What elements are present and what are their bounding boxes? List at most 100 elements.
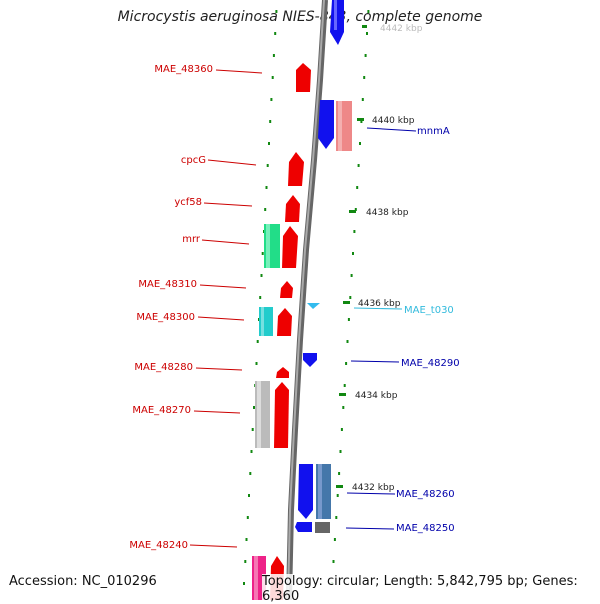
track-dot [259,296,262,299]
gene-mae-48310[interactable] [280,281,293,298]
leader-line [350,360,400,363]
scale-4438: 4438 kbp [349,208,409,218]
gene-label-mae-48250[interactable]: MAE_48250 [396,523,455,534]
track-dot [249,472,252,475]
scale-label: 4436 kbp [358,299,401,309]
gene-label-mae-48300[interactable]: MAE_48300 [136,312,195,323]
track-dot [266,164,269,167]
track-dot [338,472,341,475]
gene-mae-t030[interactable] [307,303,320,309]
track-dot [357,164,360,167]
leader-line [353,307,403,310]
gene-label-mnma[interactable]: mnmA [417,126,450,137]
scale-label: 4432 kbp [352,483,395,493]
leader-line [189,544,238,548]
track-dot [347,318,350,321]
gene-cpcg[interactable] [288,152,304,186]
gene-label-mae-48260[interactable]: MAE_48260 [396,489,455,500]
track-dot [253,406,255,409]
gene-mae-48250[interactable] [295,522,330,533]
leader-line [199,284,247,289]
gene-label-mae-48360[interactable]: MAE_48360 [154,64,213,75]
scale-label: 4438 kbp [366,208,409,218]
gene-mae-48280[interactable] [276,367,289,378]
scale-4440: 4440 kbp [357,116,415,126]
leader-line [197,316,245,321]
track-dot [350,274,353,277]
gene-label-mae-48310[interactable]: MAE_48310 [138,279,197,290]
leader-line [193,410,241,414]
leader-line [366,127,417,132]
leader-line [201,239,250,245]
scale-4432: 4432 kbp [336,483,395,493]
genome-backbone-highlight [287,0,325,600]
track-dot [361,98,364,101]
track-dot [363,76,366,79]
track-dot [274,32,277,35]
leader-line [195,367,243,371]
leader-line [207,159,257,166]
gene-mae-48270[interactable] [255,381,289,448]
gene-mae-48300[interactable] [259,307,292,336]
track-dot [345,362,348,365]
gene-label-mae-t030[interactable]: MAE_t030 [404,305,454,316]
scale-4434: 4434 kbp [339,391,398,401]
track-dot [346,340,349,343]
track-dot [342,406,345,409]
leader-line [215,69,263,74]
track-dot [264,208,267,211]
genome-title: Microcystis aeruginosa NIES-843, complet… [117,9,483,25]
gene-label-cpcg[interactable]: cpcG [181,155,206,166]
track-dot [275,10,278,13]
track-dot [335,516,338,519]
scale-label: 4442 kbp [380,24,423,34]
gene-mnma[interactable] [318,100,352,151]
track-dot [269,120,272,123]
track-dot [244,560,247,563]
track-dot [272,54,275,57]
gene-label-mrr[interactable]: mrr [182,234,201,245]
gene-mae-48290[interactable] [303,353,317,367]
gene-label-mae-48240[interactable]: MAE_48240 [129,540,188,551]
track-dot [243,582,245,585]
track-dot [248,494,250,497]
track-dot [356,186,359,189]
track-dot [360,120,363,123]
track-dot [261,252,264,255]
track-dot [333,538,336,541]
track-dot [353,230,356,233]
gene-label-ycf58[interactable]: ycf58 [174,197,202,208]
gene-ycf58[interactable] [285,195,300,222]
track-dot [271,76,274,79]
track-dot [255,362,258,365]
leader-line [345,527,395,530]
track-dot [366,32,368,35]
track-dot [339,450,342,453]
gene-label-mae-48280[interactable]: MAE_48280 [134,362,193,373]
accession-text: Accession: NC_010296 [9,574,157,589]
track-dot [359,142,361,145]
track-dot [349,296,352,299]
track-dot [250,450,253,453]
track-dot [336,494,339,497]
leader-line [346,492,396,495]
track-dot [246,516,249,519]
gene-label-mae-48270[interactable]: MAE_48270 [132,405,191,416]
gene-mae-48260[interactable] [298,464,331,519]
track-dot [354,208,357,211]
gene-label-mae-48290[interactable]: MAE_48290 [401,358,460,369]
scale-4442: 4442 kbp [362,24,423,34]
scale-label: 4434 kbp [355,391,398,401]
track-dot [260,274,263,277]
track-dot [270,98,273,101]
gene-mae-48360[interactable] [296,63,311,92]
track-dot [352,252,354,255]
gene-mrr[interactable] [264,224,298,268]
track-dot [343,384,346,387]
track-dot [340,428,343,431]
track-dot [367,10,370,13]
gene-top-partial[interactable] [330,0,344,45]
leader-line [203,202,253,207]
track-dot [268,142,270,145]
